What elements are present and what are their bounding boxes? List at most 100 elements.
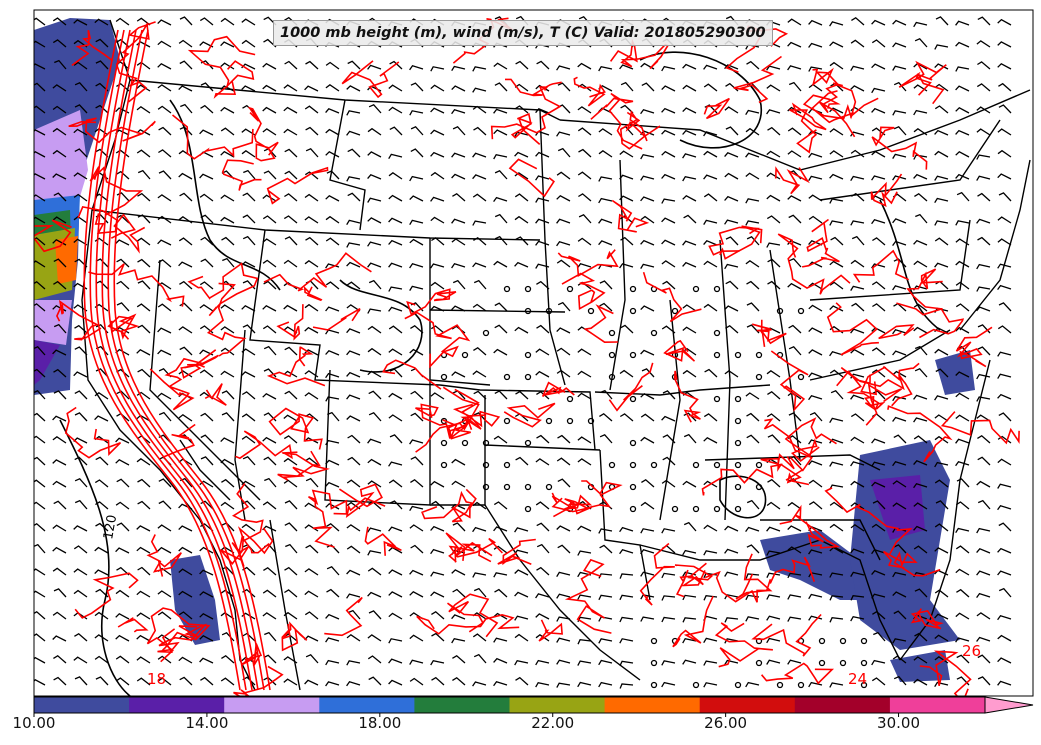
wind-barb <box>703 480 718 488</box>
wind-barb <box>935 500 949 510</box>
wind-barb <box>34 633 46 642</box>
wind-barb <box>892 502 907 510</box>
wind-barb <box>619 413 634 422</box>
wind-barb <box>73 568 88 576</box>
wind-barb <box>325 128 340 136</box>
wind-barb <box>892 395 907 402</box>
wind-barb <box>808 460 823 466</box>
wind-barb <box>955 66 970 72</box>
wind-barb <box>388 612 403 620</box>
colorbar-segment <box>319 697 415 713</box>
temperature-contour <box>777 233 851 295</box>
calm-wind-marker <box>524 483 532 491</box>
wind-barb <box>955 303 970 312</box>
wind-barb <box>410 390 424 400</box>
wind-barb <box>473 587 487 598</box>
calm-wind-marker <box>839 659 847 667</box>
wind-barb <box>956 478 970 488</box>
wind-barb <box>473 279 487 290</box>
wind-barb <box>325 350 340 356</box>
wind-barb <box>934 655 949 664</box>
wind-barb <box>284 522 298 532</box>
wind-barb <box>787 195 802 202</box>
temperature-contour <box>541 381 575 398</box>
wind-barb <box>871 263 886 269</box>
calm-wind-marker <box>650 659 658 667</box>
wind-barb <box>892 110 907 116</box>
temperature-contour <box>68 117 156 144</box>
wind-barb <box>116 170 130 180</box>
wind-barb <box>557 301 571 312</box>
wind-barb <box>682 153 697 159</box>
temperature-contour <box>663 339 696 362</box>
temperature-contour <box>263 252 372 292</box>
wind-barb <box>955 545 970 554</box>
wind-barb <box>913 154 928 160</box>
temperature-contour <box>564 558 612 634</box>
wind-barb <box>556 241 571 247</box>
wind-barb <box>977 499 991 510</box>
wind-barb <box>283 457 298 466</box>
wind-barb <box>893 675 907 686</box>
temperature-contour <box>277 450 331 481</box>
wind-barb <box>325 306 340 312</box>
wind-barb <box>976 527 991 534</box>
wind-barb <box>577 127 592 136</box>
temperature-contour <box>268 407 323 450</box>
wind-barb <box>955 151 970 158</box>
wind-barb <box>199 41 214 48</box>
wind-barb <box>157 677 172 686</box>
map-title: 1000 mb height (m), wind (m/s), T (C) Va… <box>273 20 773 46</box>
wind-barb <box>95 676 109 686</box>
calm-wind-marker <box>629 285 637 293</box>
wind-barb <box>556 327 571 334</box>
wind-barb <box>640 501 655 510</box>
calm-wind-marker <box>587 307 595 315</box>
wind-barb <box>535 108 550 114</box>
wind-barb <box>913 109 928 116</box>
wind-barb <box>409 175 424 182</box>
wind-barb <box>703 303 718 312</box>
calm-wind-marker <box>734 681 742 689</box>
wind-barb <box>955 238 970 246</box>
wind-barb <box>34 412 46 422</box>
wind-barb <box>850 594 865 601</box>
wind-barb <box>157 611 172 620</box>
wind-barb <box>305 654 319 664</box>
calm-wind-marker <box>734 351 742 359</box>
calm-wind-marker <box>461 351 469 359</box>
wind-barb <box>388 679 403 686</box>
wind-barb <box>388 414 403 422</box>
wind-barb <box>74 390 88 400</box>
wind-barb <box>703 682 718 688</box>
wind-barb <box>367 655 382 664</box>
wind-barb <box>515 60 529 70</box>
wind-barb <box>74 633 88 642</box>
wind-barb <box>242 214 256 224</box>
colorbar-extend-arrow <box>984 696 1034 714</box>
wind-barb <box>326 544 340 554</box>
wind-barb <box>850 548 865 554</box>
wind-barb <box>850 131 865 137</box>
wind-barb <box>872 303 886 312</box>
wind-barb <box>325 151 340 158</box>
wind-barb <box>934 129 949 136</box>
wind-barb <box>179 302 193 312</box>
wind-barb <box>725 280 739 290</box>
wind-barb <box>95 280 109 290</box>
temperature-contour-label: 18 <box>147 670 166 688</box>
temperature-contour <box>266 346 326 387</box>
wind-barb <box>73 371 88 378</box>
wind-barb <box>94 634 109 642</box>
temperature-contour <box>266 166 329 205</box>
wind-barb <box>997 680 1012 686</box>
wind-barb <box>325 195 340 202</box>
wind-barb <box>410 456 424 466</box>
wind-barb <box>788 81 802 92</box>
wind-barb <box>913 435 928 444</box>
wind-barb <box>915 213 928 224</box>
temperature-contour <box>113 29 271 691</box>
wind-barb <box>283 304 298 312</box>
wind-barb <box>556 637 571 643</box>
wind-barb <box>955 220 970 226</box>
